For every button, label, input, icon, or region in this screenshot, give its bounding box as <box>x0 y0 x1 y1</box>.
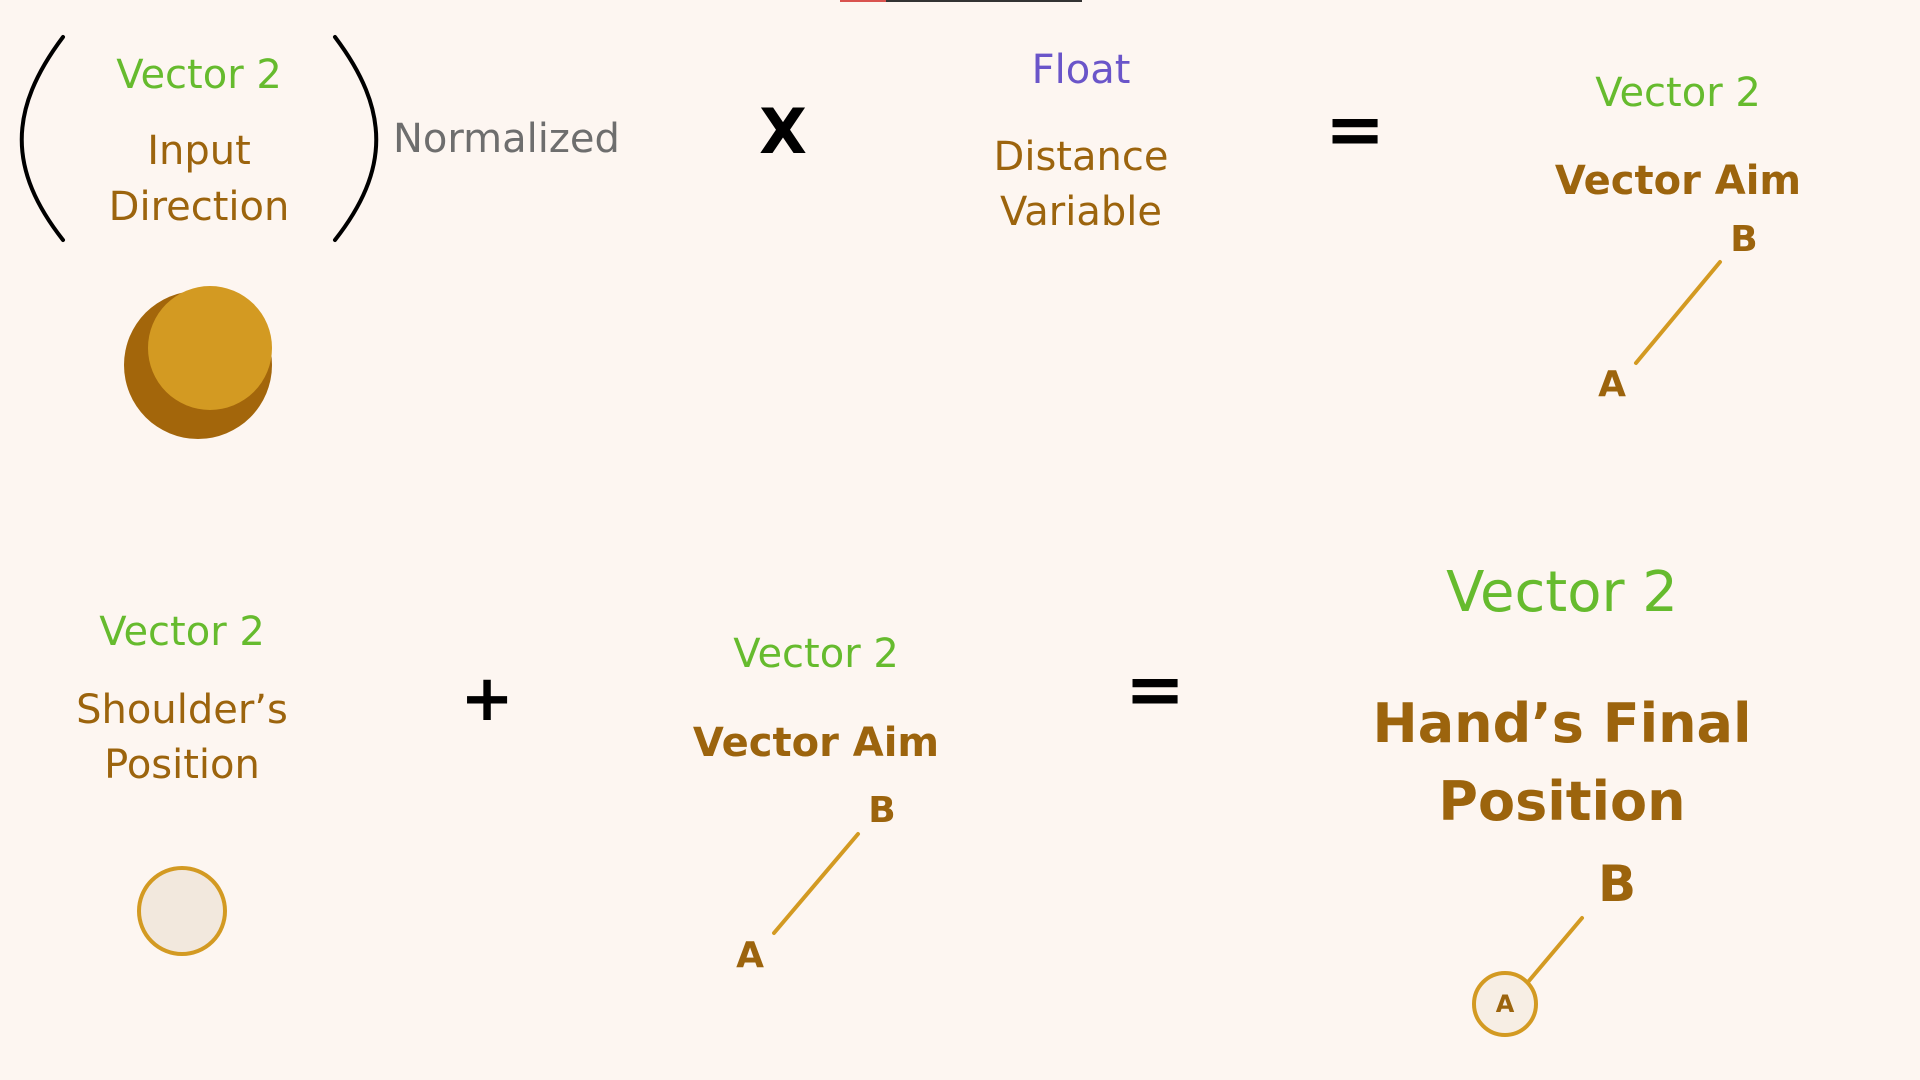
equals-operator-top: = <box>1324 87 1386 171</box>
input-direction-name-line2: Direction <box>108 184 290 230</box>
input-direction-name-line1: Input <box>147 128 251 174</box>
right-parenthesis <box>333 35 379 242</box>
shoulder-position-icon <box>137 866 227 956</box>
left-parenthesis <box>19 35 65 242</box>
hand-final-type-label: Vector 2 <box>1446 560 1678 625</box>
vector-aim-top-title: Vector Aim <box>1554 158 1802 204</box>
hand-final-line <box>1526 916 1584 984</box>
multiply-operator: X <box>759 95 807 168</box>
distance-variable-line2: Variable <box>1000 189 1162 235</box>
distance-variable-line1: Distance <box>993 134 1169 180</box>
shoulder-name-line1: Shoulder’s <box>76 687 288 733</box>
hand-final-title-line2: Position <box>1438 770 1686 833</box>
vector-aim-top-point-b: B <box>1730 219 1758 260</box>
hand-final-title-line1: Hand’s Final <box>1372 692 1752 755</box>
input-direction-type-label: Vector 2 <box>116 52 282 98</box>
float-type-label: Float <box>1031 47 1131 93</box>
top-divider-bar <box>886 0 1082 2</box>
top-accent-bar <box>840 0 886 2</box>
normalized-label: Normalized <box>393 116 620 162</box>
shoulder-type-label: Vector 2 <box>99 609 265 655</box>
plus-operator: + <box>460 662 514 736</box>
vector-aim-bottom-type-label: Vector 2 <box>733 631 899 677</box>
vector-aim-top-point-a: A <box>1598 364 1626 405</box>
vector-aim-bottom-point-b: B <box>868 790 896 831</box>
hand-final-point-a: A <box>1495 990 1515 1018</box>
vector-aim-top-type-label: Vector 2 <box>1595 70 1761 116</box>
vector-aim-bottom-point-a: A <box>736 935 764 976</box>
hand-final-point-a-circle <box>1472 971 1538 1037</box>
vector-aim-bottom-title: Vector Aim <box>692 720 940 766</box>
joystick-icon <box>124 286 272 439</box>
hand-final-point-b: B <box>1597 855 1637 913</box>
vector-aim-bottom-line <box>772 832 860 935</box>
shoulder-name-line2: Position <box>104 742 260 788</box>
vector-aim-top-line <box>1634 260 1722 365</box>
equals-operator-bottom: = <box>1124 647 1186 731</box>
